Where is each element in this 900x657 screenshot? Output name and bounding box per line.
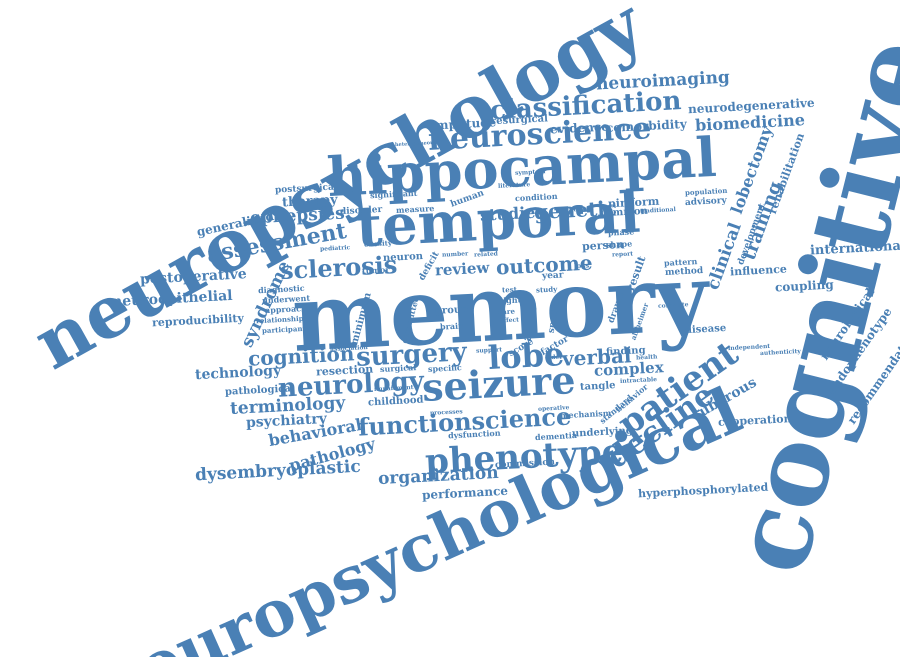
word-condition: condition	[514, 190, 558, 204]
word-childhood: childhood	[367, 394, 424, 409]
word-effect: effect	[499, 316, 520, 325]
word-traditional: traditional	[639, 206, 677, 215]
word-brain: brain	[439, 320, 465, 332]
word-health: health	[635, 353, 658, 362]
word-group: group	[434, 304, 469, 317]
word-technology: technology	[194, 362, 282, 384]
word-evidence: evidence	[549, 119, 610, 137]
word-review: review	[434, 258, 490, 280]
word-coupling: coupling	[774, 277, 834, 295]
word-phase: phase	[607, 226, 635, 238]
word-study: study	[535, 284, 558, 295]
word-test: test	[501, 284, 518, 295]
word-shape: shape	[605, 238, 633, 250]
word-significant: significant	[369, 187, 418, 201]
word-neuroimaging: neuroimaging	[595, 67, 731, 95]
word-resection: resection	[315, 362, 374, 379]
word-neuron: neuron	[382, 250, 424, 265]
word-dysfunction: dysfunction	[447, 427, 501, 441]
word-advisory: advisory	[684, 195, 728, 209]
word-older: older	[544, 353, 563, 362]
word-dysembryoplastic: dysembryoplastic	[194, 456, 362, 486]
word-therapy: therapy	[281, 192, 339, 211]
word-reproducibility: reproducibility	[151, 311, 245, 330]
word-tumor: tumor	[361, 264, 390, 276]
word-specific: specific	[427, 362, 463, 374]
word-light: light	[499, 294, 522, 306]
word-year: year	[541, 270, 564, 282]
word-population: population	[684, 185, 728, 198]
word-care: care	[497, 306, 516, 317]
word-participant: participant	[261, 323, 306, 336]
word-biomedicine: biomedicine	[694, 110, 806, 135]
word-report: report	[611, 250, 634, 259]
word-measure: measure	[395, 203, 435, 215]
word-obesity: obesity	[363, 238, 393, 249]
word-influence: influence	[729, 262, 788, 279]
word-tangle: tangle	[579, 380, 616, 393]
word-loss: loss	[573, 260, 590, 271]
word-related: related	[473, 250, 499, 259]
word-dementia: dementia	[534, 429, 578, 443]
word-approach: approach	[264, 302, 308, 316]
word-survey: survey	[569, 205, 592, 214]
word-pattern: pattern	[663, 256, 698, 268]
word-relationship: relationship	[255, 313, 304, 326]
word-surgical: surgical	[379, 362, 417, 374]
